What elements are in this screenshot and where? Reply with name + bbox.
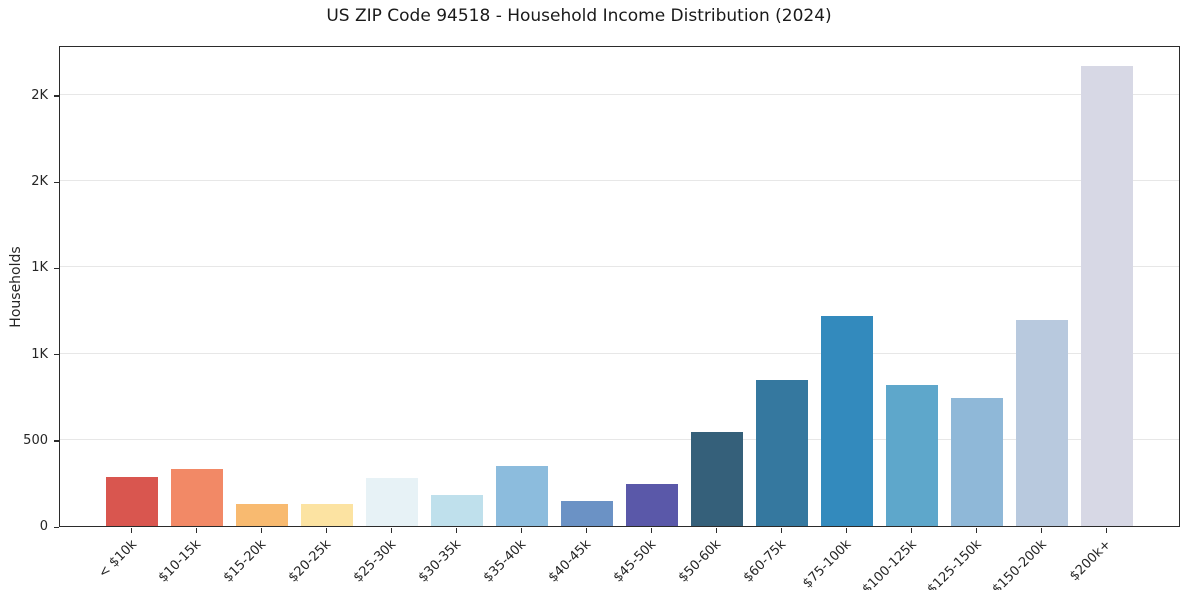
x-axis-tick bbox=[1105, 528, 1107, 533]
x-axis-tick bbox=[520, 528, 522, 533]
bar bbox=[496, 465, 548, 526]
x-tick-label: < $10k bbox=[95, 537, 140, 582]
bar bbox=[821, 315, 873, 526]
y-tick-label: 1K bbox=[31, 346, 48, 362]
x-axis-tick bbox=[650, 528, 652, 533]
gridline bbox=[60, 438, 1179, 440]
y-tick-label: 0 bbox=[39, 519, 48, 534]
bar bbox=[626, 483, 678, 526]
bar bbox=[886, 384, 938, 526]
y-axis-tick bbox=[54, 267, 59, 270]
x-tick-label: $35-40k bbox=[481, 537, 530, 586]
y-tick-label: 500 bbox=[23, 432, 48, 448]
x-axis-tick bbox=[195, 528, 197, 533]
x-tick-label: $100-125k bbox=[859, 537, 920, 590]
x-axis-tick bbox=[260, 528, 262, 533]
x-axis-tick bbox=[325, 528, 327, 533]
y-axis-tick bbox=[54, 354, 59, 356]
x-axis-tick bbox=[455, 528, 457, 533]
x-axis-tick bbox=[390, 528, 392, 533]
x-axis-tick bbox=[910, 528, 912, 533]
gridline bbox=[60, 352, 1179, 354]
y-axis-label: Households bbox=[8, 246, 24, 328]
x-axis-tick bbox=[715, 528, 717, 533]
bar bbox=[431, 494, 483, 526]
gridline bbox=[60, 266, 1179, 268]
bar bbox=[301, 503, 353, 526]
bar bbox=[756, 380, 808, 526]
gridline bbox=[60, 94, 1179, 95]
bar bbox=[171, 469, 223, 526]
x-tick-label: $15-20k bbox=[221, 537, 270, 586]
chart-title: US ZIP Code 94518 - Household Income Dis… bbox=[326, 6, 832, 26]
gridline bbox=[60, 180, 1179, 182]
x-tick-label: $125-150k bbox=[924, 537, 985, 590]
x-tick-label: $25-30k bbox=[351, 537, 400, 586]
x-tick-label: $40-45k bbox=[546, 537, 595, 586]
x-axis-tick bbox=[845, 528, 847, 533]
x-tick-label: $50-60k bbox=[676, 537, 725, 586]
y-tick-label: 2K bbox=[31, 87, 48, 103]
x-axis-tick bbox=[585, 528, 587, 533]
bar bbox=[1016, 319, 1068, 526]
bar bbox=[106, 476, 158, 526]
y-axis-tick bbox=[54, 181, 59, 183]
x-axis-tick bbox=[780, 528, 782, 533]
x-axis-tick bbox=[975, 528, 977, 533]
bar bbox=[1081, 65, 1133, 526]
bar bbox=[236, 503, 288, 526]
x-tick-label: $10-15k bbox=[156, 537, 205, 586]
y-tick-label: 2K bbox=[31, 174, 48, 190]
y-axis-tick bbox=[54, 440, 59, 442]
x-tick-label: $20-25k bbox=[286, 537, 335, 586]
x-tick-label: $60-75k bbox=[741, 537, 790, 586]
y-axis-tick bbox=[54, 95, 59, 97]
plot-area bbox=[59, 46, 1180, 527]
x-tick-label: $45-50k bbox=[611, 537, 660, 586]
x-tick-label: $75-100k bbox=[800, 537, 855, 590]
bar bbox=[366, 477, 418, 526]
x-tick-label: $30-35k bbox=[416, 537, 465, 586]
bar bbox=[951, 398, 1003, 526]
bar bbox=[561, 500, 613, 526]
x-tick-label: $150-200k bbox=[989, 537, 1050, 590]
x-tick-label: $200k+ bbox=[1067, 537, 1115, 585]
bar bbox=[691, 432, 743, 526]
x-axis-tick bbox=[130, 528, 132, 533]
y-tick-label: 1K bbox=[31, 260, 48, 276]
y-axis-tick bbox=[54, 526, 59, 528]
x-axis-tick bbox=[1040, 528, 1042, 533]
